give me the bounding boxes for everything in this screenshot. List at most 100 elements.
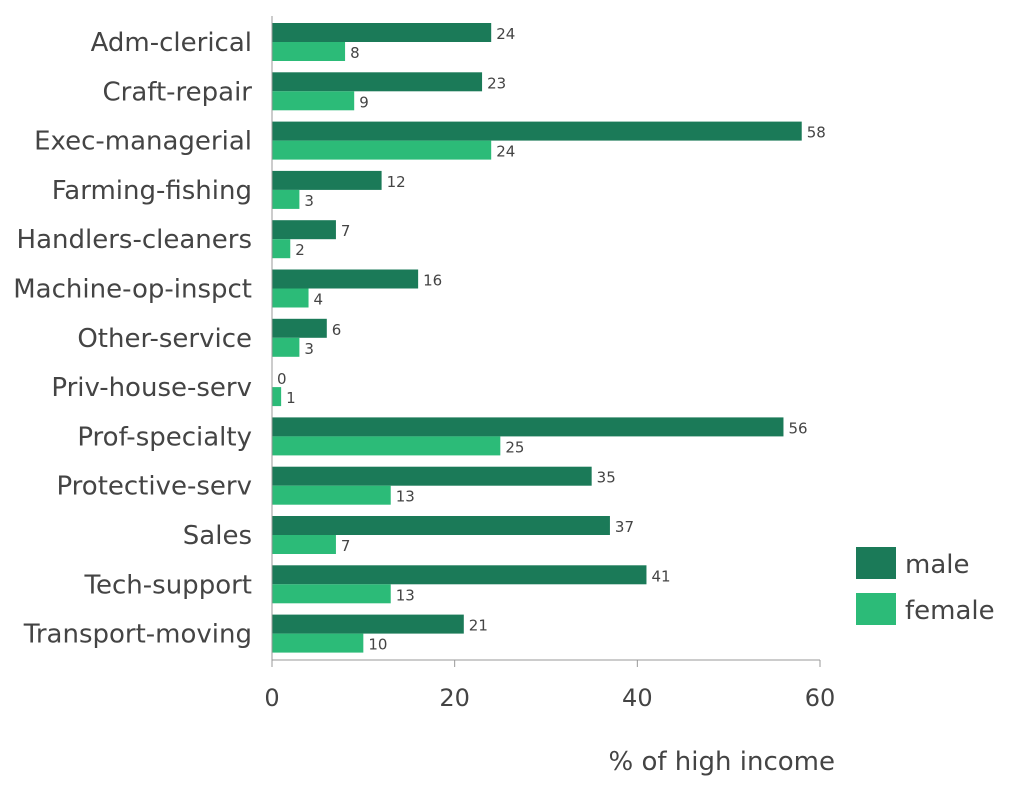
x-tick-label: 20 xyxy=(439,684,470,712)
category-labels: Adm-clerical Craft-repair Exec-managerial F… xyxy=(13,28,252,650)
value-label-bg xyxy=(310,289,328,307)
value-label-bg xyxy=(484,73,502,91)
value-label-bg xyxy=(383,171,401,189)
value-label-bg xyxy=(328,319,346,337)
value-label-male: 23 xyxy=(487,74,506,92)
value-label-female: 7 xyxy=(341,537,351,555)
category-label: Exec-managerial xyxy=(34,127,252,157)
category-label: Tech-support xyxy=(84,570,252,600)
value-label-male: 16 xyxy=(423,272,442,290)
axes: 0 20 40 60 xyxy=(264,16,835,712)
bar-female xyxy=(272,584,391,604)
value-label-male: 37 xyxy=(615,518,634,536)
value-label-bg xyxy=(337,221,355,239)
value-label-bg xyxy=(803,122,821,140)
value-label-male: 12 xyxy=(387,173,406,191)
category-label: Farming-fishing xyxy=(52,176,252,206)
value-label-female: 10 xyxy=(368,636,387,654)
value-label-male: 58 xyxy=(807,124,826,142)
bar-female xyxy=(272,140,492,160)
value-label-bg xyxy=(465,615,483,633)
bar-female xyxy=(272,91,355,111)
value-label-bg xyxy=(274,369,291,387)
x-tick-label: 60 xyxy=(805,684,836,712)
value-label-bg xyxy=(611,517,629,534)
value-label-bg xyxy=(365,634,383,652)
bar-male xyxy=(272,318,327,338)
bar-male xyxy=(272,72,483,92)
value-label-female: 8 xyxy=(350,44,360,62)
value-label-bg xyxy=(292,240,310,258)
x-tick-label: 0 xyxy=(264,684,279,712)
value-label-male: 35 xyxy=(597,469,616,487)
value-label-bg xyxy=(356,92,374,110)
category-label: Adm-clerical xyxy=(91,28,252,58)
bar-male xyxy=(272,417,784,437)
bar-female xyxy=(272,288,309,308)
value-labels: 2482395824123721646301562535133774113211… xyxy=(274,24,826,654)
bar-female xyxy=(272,535,336,554)
value-label-male: 56 xyxy=(788,419,807,437)
category-label: Sales xyxy=(183,521,252,551)
bar-male xyxy=(272,565,647,585)
value-label-male: 6 xyxy=(332,321,342,339)
category-label: Other-service xyxy=(77,324,252,354)
value-label-bg xyxy=(347,43,365,60)
value-label-bg xyxy=(301,338,319,356)
legend: male female xyxy=(856,547,995,626)
bar-female xyxy=(272,42,346,61)
value-label-bg xyxy=(648,566,666,584)
category-label: Craft-repair xyxy=(102,77,252,107)
bar-female xyxy=(272,189,300,209)
value-label-female: 1 xyxy=(286,389,296,407)
bar-female xyxy=(272,633,364,653)
bar-male xyxy=(272,516,610,535)
value-label-female: 4 xyxy=(314,291,324,309)
bar-female xyxy=(272,337,300,357)
value-label-bg xyxy=(301,190,319,208)
category-label: Machine-op-inspct xyxy=(13,275,252,305)
value-label-bg xyxy=(785,418,803,436)
bar-male xyxy=(272,23,492,42)
value-label-female: 24 xyxy=(496,143,515,161)
value-label-male: 24 xyxy=(496,25,515,43)
value-label-female: 2 xyxy=(295,241,305,259)
category-label: Prof-specialty xyxy=(77,422,252,452)
legend-swatch-female xyxy=(856,593,896,625)
bar-male xyxy=(272,170,382,190)
value-label-bg xyxy=(283,388,301,406)
legend-label-female: female xyxy=(905,596,995,626)
value-label-bg xyxy=(420,270,438,288)
bar-male xyxy=(272,269,419,289)
value-label-male: 41 xyxy=(651,567,670,585)
value-label-bg xyxy=(337,536,355,553)
legend-swatch-male xyxy=(856,547,896,579)
category-label: Handlers-cleaners xyxy=(17,225,252,255)
value-label-male: 7 xyxy=(341,222,351,240)
value-label-bg xyxy=(392,486,410,504)
bar-female xyxy=(272,387,282,407)
bar-male xyxy=(272,614,464,634)
value-label-bg xyxy=(493,24,511,41)
bar-male xyxy=(272,466,592,486)
category-label: Priv-house-serv xyxy=(51,373,252,403)
value-label-male: 21 xyxy=(469,617,488,635)
value-label-male: 0 xyxy=(277,370,287,388)
category-label: Transport-moving xyxy=(23,620,252,650)
bar-female xyxy=(272,485,391,505)
value-label-female: 13 xyxy=(396,586,415,604)
category-label: Protective-serv xyxy=(56,472,252,502)
bar-male xyxy=(272,220,336,240)
value-label-bg xyxy=(493,141,511,159)
legend-label-male: male xyxy=(905,550,969,580)
bar-female xyxy=(272,436,501,456)
value-label-female: 3 xyxy=(304,340,314,358)
bar-male xyxy=(272,121,802,141)
value-label-female: 25 xyxy=(505,438,524,456)
value-label-female: 13 xyxy=(396,488,415,506)
bars-group xyxy=(272,23,802,653)
bar-female xyxy=(272,239,291,259)
value-label-female: 3 xyxy=(304,192,314,210)
value-label-bg xyxy=(392,585,410,603)
